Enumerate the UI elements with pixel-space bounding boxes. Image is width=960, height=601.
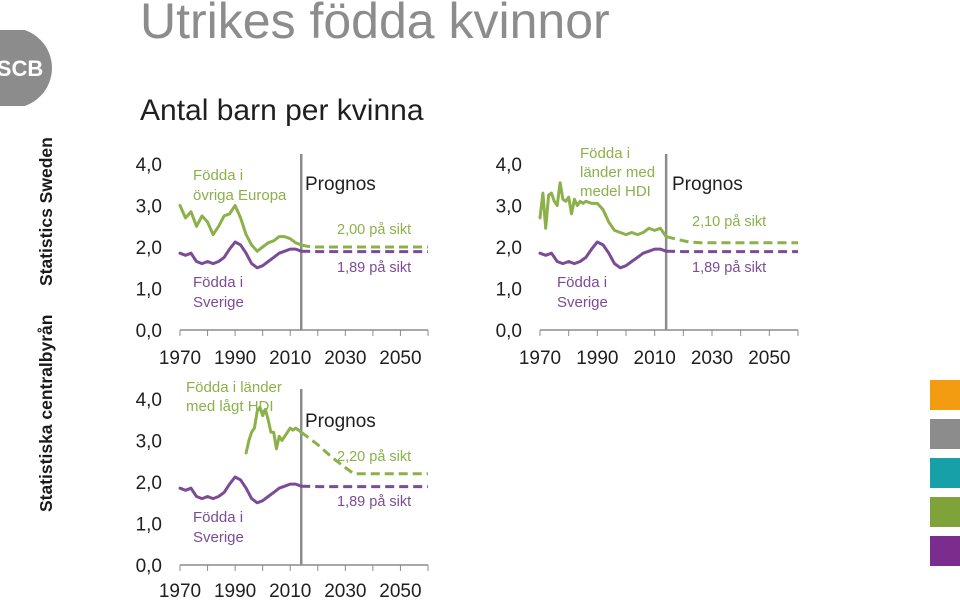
- value-label-purple: 1,89 på sikt: [337, 260, 411, 276]
- x-tick-label: 2050: [379, 348, 421, 369]
- logo-text: SCB: [0, 56, 43, 81]
- forecast-line-green: [665, 235, 798, 245]
- forecast-line-green: [300, 243, 428, 249]
- value-label-green: 2,10 på sikt: [692, 214, 766, 230]
- y-tick-label: 1,0: [136, 515, 162, 536]
- value-label-green: 2,20 på sikt: [337, 449, 411, 465]
- prognos-label: Prognos: [305, 411, 376, 432]
- chart-medel-hdi: 1970 1990 2010 2030 2050 0,0 1,0 2,0 3,0 4,0 Prog…: [496, 145, 799, 369]
- annotation-lagt-line1: Födda i länder: [186, 379, 282, 396]
- y-tick-label: 3,0: [496, 197, 522, 218]
- slide-subtitle: Antal barn per kvinna: [140, 94, 424, 127]
- series-line-purple: [178, 475, 303, 505]
- annotation-hdi-line3: medel HDI: [580, 183, 651, 200]
- color-swatch-teal: [930, 458, 960, 488]
- x-tick-label: 2010: [269, 581, 311, 601]
- y-tick-label: 0,0: [136, 321, 162, 342]
- x-tick-label: 2030: [324, 348, 366, 369]
- y-tick-label: 4,0: [136, 390, 162, 411]
- annotation-sverige-line1: Födda i: [557, 274, 607, 291]
- annotation-lagt-line2: med lågt HDI: [186, 398, 274, 415]
- y-tick-label: 0,0: [136, 556, 162, 577]
- y-tick-label: 4,0: [496, 155, 522, 176]
- value-label-purple: 1,89 på sikt: [692, 260, 766, 276]
- x-tick-label: 1990: [576, 348, 618, 369]
- chart-lagt-hdi: 1970 1990 2010 2030 2050 0,0 1,0 2,0 3,0 4,0 Prog…: [136, 379, 429, 601]
- x-tick-label: 2030: [324, 581, 366, 601]
- chart-europa: 1970 1990 2010 2030 2050 0,0 1,0 2,0 3,0 4,0 Prog…: [136, 154, 429, 369]
- annotation-sverige-line1: Födda i: [193, 274, 243, 291]
- value-label-green: 2,00 på sikt: [337, 222, 411, 238]
- prognos-label: Prognos: [305, 174, 376, 195]
- x-tick-label: 1990: [214, 581, 256, 601]
- annotation-sverige-line2: Sverige: [193, 529, 244, 546]
- y-tick-label: 3,0: [136, 197, 162, 218]
- series-line-green: [244, 405, 303, 455]
- scb-logo-icon: SCB: [0, 30, 52, 106]
- annotation-hdi-line1: Födda i: [580, 145, 630, 162]
- y-tick-label: 0,0: [496, 321, 522, 342]
- x-tick-label: 2050: [748, 348, 790, 369]
- color-swatch-orange: [930, 380, 960, 410]
- annotation-sverige-line1: Födda i: [193, 509, 243, 526]
- y-tick-label: 1,0: [136, 280, 162, 301]
- x-tick-label: 1990: [214, 348, 256, 369]
- color-swatch-grey: [930, 419, 960, 449]
- slide-title: Utrikes födda kvinnor: [140, 0, 610, 49]
- x-tick-label: 2010: [634, 348, 676, 369]
- x-tick-label: 1970: [159, 581, 201, 601]
- x-tick-label: 1970: [159, 348, 201, 369]
- series-line-purple: [538, 240, 668, 270]
- y-tick-label: 2,0: [136, 238, 162, 259]
- y-tick-label: 2,0: [136, 473, 162, 494]
- y-tick-label: 1,0: [496, 280, 522, 301]
- annotation-europa-line1: Födda i: [193, 167, 243, 184]
- annotation-sverige-line2: Sverige: [557, 294, 608, 311]
- prognos-label: Prognos: [672, 174, 743, 195]
- series-line-green: [538, 181, 668, 239]
- forecast-line-green: [300, 431, 428, 476]
- y-tick-label: 2,0: [496, 238, 522, 259]
- x-tick-label: 1970: [519, 348, 561, 369]
- x-tick-label: 2030: [691, 348, 733, 369]
- color-swatch-purple: [930, 536, 960, 566]
- y-tick-label: 3,0: [136, 432, 162, 453]
- annotation-europa-line2: övriga Europa: [193, 187, 287, 204]
- series-line-purple: [178, 240, 303, 270]
- x-tick-label: 2050: [379, 581, 421, 601]
- value-label-purple: 1,89 på sikt: [337, 494, 411, 510]
- y-tick-label: 4,0: [136, 155, 162, 176]
- series-line-green: [178, 204, 303, 253]
- annotation-hdi-line2: länder med: [580, 164, 655, 181]
- color-swatch-green: [930, 497, 960, 527]
- x-tick-label: 2010: [269, 348, 311, 369]
- annotation-sverige-line2: Sverige: [193, 294, 244, 311]
